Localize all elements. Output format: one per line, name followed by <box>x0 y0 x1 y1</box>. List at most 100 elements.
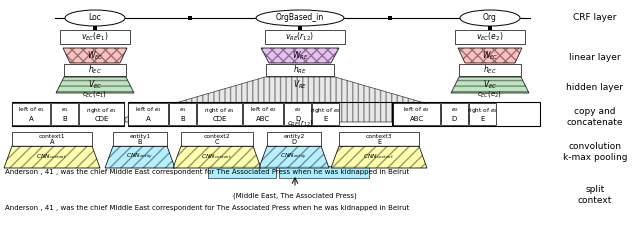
Polygon shape <box>259 146 329 168</box>
Text: left of $e_2$: left of $e_2$ <box>403 106 430 114</box>
Bar <box>12 132 92 146</box>
Text: CDE: CDE <box>94 116 109 122</box>
Text: ABC: ABC <box>410 116 424 122</box>
Text: $W_{EC}$: $W_{EC}$ <box>482 49 499 62</box>
Text: E: E <box>323 116 328 122</box>
Text: $W_{RE}$: $W_{RE}$ <box>292 49 308 62</box>
Text: A: A <box>146 116 150 122</box>
Bar <box>188 16 192 20</box>
Bar <box>312 103 339 125</box>
Text: context2: context2 <box>204 134 230 139</box>
Text: Anderson , 41 , was the chief Middle East correspondent for The Associated Press: Anderson , 41 , was the chief Middle Eas… <box>5 205 409 211</box>
Text: $v_{EC}(e_2)$: $v_{EC}(e_2)$ <box>476 31 504 43</box>
Ellipse shape <box>256 10 344 26</box>
Polygon shape <box>56 77 134 93</box>
Bar <box>266 64 334 76</box>
Text: C: C <box>214 139 220 145</box>
Bar <box>393 102 540 126</box>
Text: $e_1$: $e_1$ <box>61 106 68 114</box>
Polygon shape <box>451 77 529 93</box>
Polygon shape <box>110 77 490 122</box>
Text: $h_{EC}$: $h_{EC}$ <box>483 64 497 76</box>
Text: $W_{EC}$: $W_{EC}$ <box>86 49 103 62</box>
Text: $h_{RE}$: $h_{RE}$ <box>293 64 307 76</box>
Text: CDE: CDE <box>212 116 227 122</box>
Text: $e_1$: $e_1$ <box>179 106 186 114</box>
Text: D: D <box>452 116 457 122</box>
Bar <box>388 16 392 20</box>
Text: $e_2$: $e_2$ <box>451 106 458 114</box>
Text: entity2: entity2 <box>284 134 305 139</box>
Text: ABC: ABC <box>256 116 270 122</box>
Bar <box>79 103 124 125</box>
Text: $v_{RE}(r_{12})$: $v_{RE}(r_{12})$ <box>285 31 315 43</box>
Text: right of $e_1$: right of $e_1$ <box>204 106 235 114</box>
Text: Loc: Loc <box>88 13 101 23</box>
Ellipse shape <box>65 10 125 26</box>
Bar <box>12 103 50 125</box>
Bar <box>128 102 392 126</box>
Bar <box>267 132 321 146</box>
Text: $c_{EC}(e_1)$: $c_{EC}(e_1)$ <box>83 89 108 99</box>
Polygon shape <box>331 146 427 168</box>
Text: $h_{EC}$: $h_{EC}$ <box>88 64 102 76</box>
Bar <box>128 103 168 125</box>
Bar <box>279 166 369 178</box>
Text: Org: Org <box>483 13 497 23</box>
Text: left of $e_1$: left of $e_1$ <box>134 106 161 114</box>
Polygon shape <box>458 48 522 63</box>
Bar <box>441 103 468 125</box>
Text: E: E <box>480 116 484 122</box>
Bar <box>51 103 78 125</box>
Polygon shape <box>173 146 261 168</box>
Text: OrgBased_in: OrgBased_in <box>276 13 324 23</box>
Text: hidden layer: hidden layer <box>566 84 623 92</box>
Text: linear layer: linear layer <box>569 54 621 62</box>
Bar <box>339 132 419 146</box>
Text: D: D <box>291 139 296 145</box>
Text: left of $e_1$: left of $e_1$ <box>17 106 44 114</box>
Text: left of $e_2$: left of $e_2$ <box>250 106 276 114</box>
Text: context3: context3 <box>365 134 392 139</box>
Text: right of $e_2$: right of $e_2$ <box>467 106 498 114</box>
Bar <box>459 64 521 76</box>
Text: A: A <box>29 116 33 122</box>
Polygon shape <box>63 48 127 63</box>
Text: (Middle East, The Associated Press): (Middle East, The Associated Press) <box>233 193 357 199</box>
Text: right of $e_2$: right of $e_2$ <box>310 106 341 114</box>
Bar <box>393 103 440 125</box>
Polygon shape <box>105 146 175 168</box>
Bar <box>298 26 302 30</box>
Bar <box>93 26 97 30</box>
Bar <box>197 103 242 125</box>
Bar <box>12 102 124 126</box>
Bar <box>64 64 126 76</box>
Text: $CNN_{context}$: $CNN_{context}$ <box>364 153 395 162</box>
Text: CRF layer: CRF layer <box>573 13 617 23</box>
Bar <box>60 30 130 44</box>
Text: Anderson , 41 , was the chief Middle East correspondent for The Associated Press: Anderson , 41 , was the chief Middle Eas… <box>5 169 409 175</box>
Text: $CNN_{entity}$: $CNN_{entity}$ <box>280 152 308 162</box>
Text: $CNN_{context}$: $CNN_{context}$ <box>36 153 68 162</box>
Bar <box>284 103 311 125</box>
Text: B: B <box>138 139 142 145</box>
Text: $V_{EC}$: $V_{EC}$ <box>483 79 497 91</box>
Text: right of $e_1$: right of $e_1$ <box>86 106 117 114</box>
Text: $CNN_{context}$: $CNN_{context}$ <box>202 153 232 162</box>
Bar <box>208 166 276 178</box>
Text: $CNN_{entity}$: $CNN_{entity}$ <box>126 152 154 162</box>
Bar <box>181 132 253 146</box>
Bar <box>243 103 283 125</box>
Text: A: A <box>50 139 54 145</box>
Polygon shape <box>261 48 339 63</box>
Ellipse shape <box>460 10 520 26</box>
Text: entity1: entity1 <box>129 134 150 139</box>
Polygon shape <box>4 146 100 168</box>
Text: copy and
concatenate: copy and concatenate <box>567 107 623 127</box>
Text: $V_{RE}$: $V_{RE}$ <box>293 79 307 91</box>
Text: $v_{EC}(e_1)$: $v_{EC}(e_1)$ <box>81 31 109 43</box>
Text: B: B <box>180 116 185 122</box>
Text: $c_{RE}(r_{12})$: $c_{RE}(r_{12})$ <box>287 118 314 128</box>
Bar <box>455 30 525 44</box>
Bar <box>469 103 496 125</box>
